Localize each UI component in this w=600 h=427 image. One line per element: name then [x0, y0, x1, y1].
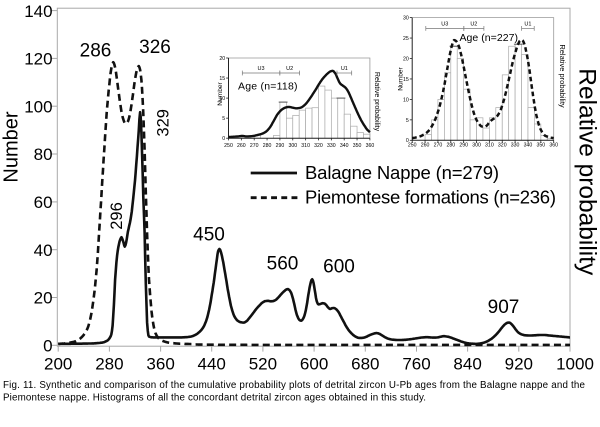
- svg-text:326: 326: [139, 37, 171, 58]
- svg-text:250: 250: [408, 143, 417, 149]
- svg-text:20: 20: [403, 56, 409, 62]
- svg-text:270: 270: [250, 143, 259, 149]
- svg-text:520: 520: [249, 354, 277, 373]
- svg-text:20: 20: [219, 56, 225, 62]
- svg-text:360: 360: [549, 143, 558, 149]
- svg-text:60: 60: [34, 193, 53, 212]
- svg-text:440: 440: [198, 354, 226, 373]
- svg-text:340: 340: [340, 143, 349, 149]
- svg-text:290: 290: [276, 143, 285, 149]
- svg-text:U1: U1: [524, 22, 531, 28]
- svg-text:300: 300: [288, 143, 297, 149]
- svg-text:760: 760: [402, 354, 430, 373]
- svg-text:260: 260: [237, 143, 246, 149]
- svg-text:Number: Number: [217, 81, 224, 105]
- svg-text:Piemontese nappe. Histograms o: Piemontese nappe. Histograms of all the …: [3, 393, 426, 404]
- svg-text:120: 120: [24, 50, 52, 69]
- svg-text:330: 330: [327, 143, 336, 149]
- svg-text:U2: U2: [470, 22, 477, 28]
- svg-text:300: 300: [472, 143, 481, 149]
- svg-text:360: 360: [146, 354, 174, 373]
- svg-text:296: 296: [108, 202, 126, 230]
- svg-text:20: 20: [34, 289, 53, 308]
- svg-text:350: 350: [537, 143, 546, 149]
- svg-text:200: 200: [44, 354, 72, 373]
- svg-text:140: 140: [24, 2, 52, 21]
- svg-text:15: 15: [219, 76, 225, 82]
- svg-text:Relative probability: Relative probability: [373, 72, 380, 132]
- svg-text:Age (n=227): Age (n=227): [460, 32, 519, 44]
- svg-text:0: 0: [43, 337, 52, 356]
- svg-text:340: 340: [524, 143, 533, 149]
- svg-text:Balagne Nappe (n=279): Balagne Nappe (n=279): [305, 162, 499, 183]
- svg-text:5: 5: [222, 116, 225, 122]
- svg-text:40: 40: [34, 241, 53, 260]
- svg-text:600: 600: [323, 257, 355, 278]
- svg-text:329: 329: [154, 109, 172, 137]
- svg-text:330: 330: [511, 143, 520, 149]
- svg-text:U1: U1: [341, 66, 348, 72]
- svg-text:600: 600: [300, 354, 328, 373]
- svg-text:280: 280: [446, 143, 455, 149]
- svg-text:0: 0: [222, 136, 225, 142]
- svg-text:560: 560: [267, 253, 299, 274]
- svg-text:680: 680: [351, 354, 379, 373]
- svg-text:Number: Number: [0, 111, 22, 182]
- svg-text:100: 100: [24, 97, 52, 116]
- svg-text:250: 250: [224, 143, 233, 149]
- svg-text:280: 280: [95, 354, 123, 373]
- svg-text:840: 840: [453, 354, 481, 373]
- svg-text:Relative probability: Relative probability: [574, 68, 600, 276]
- svg-text:U3: U3: [258, 66, 265, 72]
- svg-text:Fig. 11. Synthetic and compari: Fig. 11. Synthetic and comparison of the…: [3, 380, 586, 391]
- svg-text:260: 260: [421, 143, 430, 149]
- svg-text:Piemontese formations (n=236): Piemontese formations (n=236): [305, 187, 556, 208]
- svg-text:290: 290: [459, 143, 468, 149]
- svg-text:270: 270: [434, 143, 443, 149]
- svg-text:U3: U3: [441, 22, 448, 28]
- svg-text:360: 360: [366, 143, 375, 149]
- svg-text:80: 80: [34, 145, 53, 164]
- svg-text:320: 320: [498, 143, 507, 149]
- svg-text:30: 30: [403, 16, 409, 22]
- svg-text:907: 907: [488, 297, 520, 318]
- svg-text:25: 25: [403, 36, 409, 42]
- svg-text:Relative probability: Relative probability: [558, 44, 567, 108]
- svg-text:450: 450: [193, 225, 225, 246]
- svg-text:280: 280: [263, 143, 272, 149]
- svg-text:U2: U2: [286, 66, 293, 72]
- svg-text:Number: Number: [398, 66, 405, 90]
- svg-text:5: 5: [406, 118, 409, 124]
- svg-text:320: 320: [314, 143, 323, 149]
- svg-text:920: 920: [505, 354, 533, 373]
- svg-text:1000: 1000: [556, 354, 594, 373]
- svg-text:350: 350: [353, 143, 362, 149]
- svg-text:10: 10: [403, 97, 409, 103]
- svg-text:310: 310: [301, 143, 310, 149]
- svg-text:286: 286: [80, 41, 112, 62]
- svg-text:310: 310: [485, 143, 494, 149]
- svg-text:Age (n=118): Age (n=118): [238, 81, 298, 93]
